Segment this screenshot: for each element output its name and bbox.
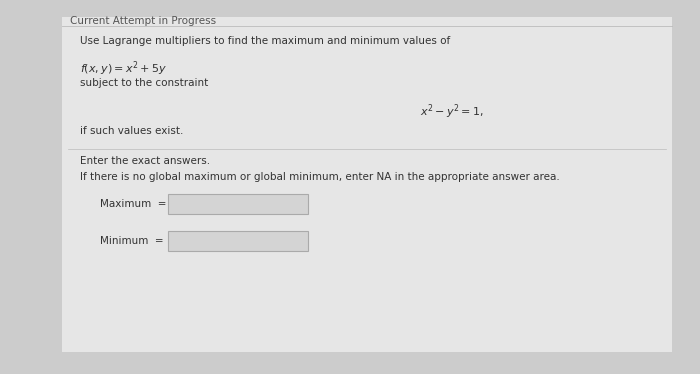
Text: $x^2 - y^2 = 1,$: $x^2 - y^2 = 1,$ bbox=[420, 102, 484, 120]
Text: Enter the exact answers.: Enter the exact answers. bbox=[80, 156, 210, 166]
Text: Maximum  =: Maximum = bbox=[100, 199, 167, 209]
FancyBboxPatch shape bbox=[62, 17, 672, 352]
Text: $f(x, y) = x^2 + 5y$: $f(x, y) = x^2 + 5y$ bbox=[80, 59, 167, 77]
Text: Use Lagrange multipliers to find the maximum and minimum values of: Use Lagrange multipliers to find the max… bbox=[80, 36, 450, 46]
Text: if such values exist.: if such values exist. bbox=[80, 126, 183, 136]
Text: Current Attempt in Progress: Current Attempt in Progress bbox=[70, 16, 216, 26]
Text: subject to the constraint: subject to the constraint bbox=[80, 78, 209, 88]
Text: If there is no global maximum or global minimum, enter NA in the appropriate ans: If there is no global maximum or global … bbox=[80, 172, 560, 182]
Text: Minimum  =: Minimum = bbox=[100, 236, 164, 246]
FancyBboxPatch shape bbox=[168, 231, 308, 251]
FancyBboxPatch shape bbox=[168, 194, 308, 214]
